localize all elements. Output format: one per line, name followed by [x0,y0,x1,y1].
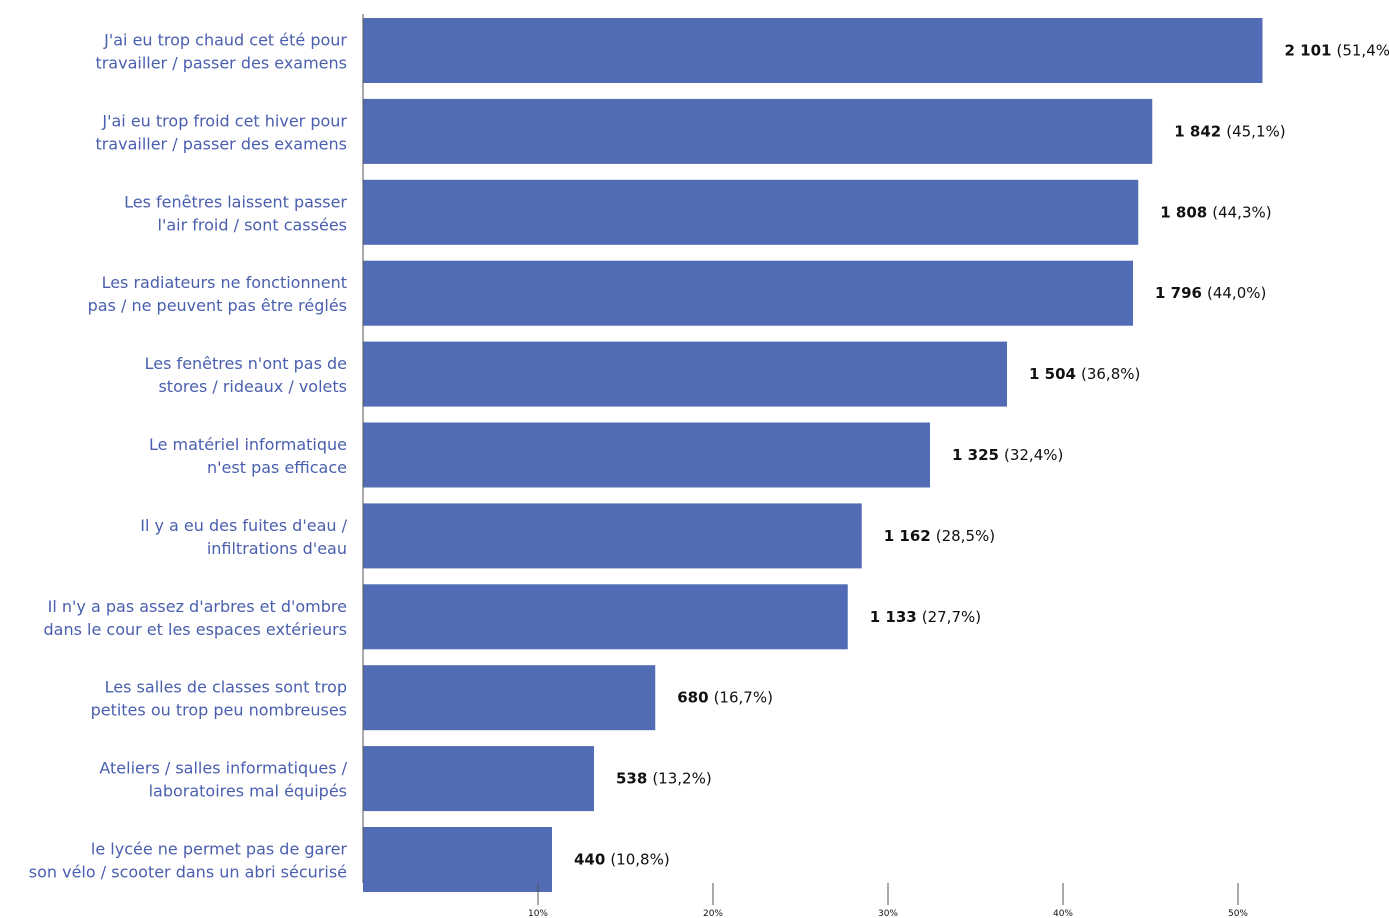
value-label: 2 101(51,4%) [1285,42,1389,60]
category-label: le lycée ne permet pas de garer son vélo … [29,840,348,882]
percent-label: (44,3%) [1212,203,1271,221]
category-label: Il n'y a pas assez d'arbres et d'ombre da… [44,597,347,639]
category-label-line: Les radiateurs ne fonctionnent [102,273,347,292]
axes-group: 10% 20% 30% 40% 50% [362,14,1248,918]
category-label-line: travailler / passer des examens [95,54,347,73]
bar [363,584,848,650]
category-label: Ateliers / salles informatiques / laborat… [99,759,347,801]
bar [363,18,1263,83]
category-label-line: Le matériel informatique [149,435,347,454]
category-label-line: stores / rideaux / volets [158,377,347,396]
value-label: 1 504 (36,8%) [1029,365,1140,383]
x-tick-label: 30% [878,909,898,918]
percent-label: (10,8%) [610,851,669,869]
category-label-line: petites ou trop peu nombreuses [91,701,347,720]
value-label: 1 162 (28,5%) [884,527,995,545]
x-tick-label: 20% [703,909,723,918]
percent-label: (28,5%) [936,527,995,545]
bar [363,422,930,488]
count-label: 1 133 [870,608,917,626]
category-label: Les fenêtres n'ont pas de stores / rideau… [145,354,347,396]
percent-label: (51,4%) [1336,42,1389,60]
count-label: 2 101 [1285,42,1332,60]
value-label: 1 842 (45,1%) [1174,122,1285,140]
category-label-line: pas / ne peuvent pas être réglés [88,296,347,315]
count-label: 1 325 [952,446,999,464]
x-tick-label: 50% [1228,909,1248,918]
category-label: Les fenêtres laissent passer l'air froid … [124,192,347,234]
category-label-line: J'ai eu trop froid cet hiver pour [101,111,347,130]
count-label: 1 796 [1155,284,1202,302]
category-label: J'ai eu trop chaud cet été pour travaille… [95,31,347,73]
category-label-line: Il n'y a pas assez d'arbres et d'ombre [48,597,347,616]
percent-label: (36,8%) [1081,365,1140,383]
category-label: Les radiateurs ne fonctionnent pas / ne p… [88,273,347,315]
category-label-line: infiltrations d'eau [207,539,347,558]
percent-label: (32,4%) [1004,446,1063,464]
count-label: 1 504 [1029,365,1076,383]
percent-label: (16,7%) [714,689,773,707]
category-label: Le matériel informatique n'est pas effica… [149,435,347,477]
value-label: 440 (10,8%) [574,851,670,869]
category-label-line: J'ai eu trop chaud cet été pour [103,31,347,50]
value-label: 680 (16,7%) [677,689,773,707]
bar [363,746,594,812]
category-label: Les salles de classes sont trop petites o… [91,678,347,720]
count-label: 680 [677,689,708,707]
x-tick-label: 40% [1053,909,1073,918]
bar [363,665,656,731]
category-label-line: n'est pas efficace [207,458,347,477]
bar [363,827,552,892]
category-label-line: laboratoires mal équipés [149,782,347,801]
bar [363,341,1007,407]
percent-label: (44,0%) [1207,284,1266,302]
value-label: 1 808 (44,3%) [1160,203,1271,221]
category-label-line: Les fenêtres n'ont pas de [145,354,347,373]
category-label-line: Les salles de classes sont trop [105,678,347,697]
x-tick-label: 10% [528,909,548,918]
category-label-line: travailler / passer des examens [95,134,347,153]
count-label: 1 162 [884,527,931,545]
value-label: 1 325 (32,4%) [952,446,1063,464]
count-label: 538 [616,770,647,788]
value-label: 1 796 (44,0%) [1155,284,1266,302]
percent-label: (27,7%) [922,608,981,626]
category-label-line: son vélo / scooter dans un abri sécurisé [29,863,347,882]
category-label-line: Les fenêtres laissent passer [124,192,347,211]
percent-label: (13,2%) [652,770,711,788]
category-label-line: Il y a eu des fuites d'eau / [140,516,347,535]
bars-group [363,18,1263,892]
value-label: 538 (13,2%) [616,770,712,788]
category-label-line: le lycée ne permet pas de garer [91,840,348,859]
bar [363,503,862,569]
count-label: 440 [574,851,605,869]
count-label: 1 842 [1174,122,1221,140]
category-label-line: dans le cour et les espaces extérieurs [44,620,347,639]
count-label: 1 808 [1160,203,1207,221]
category-label-line: Ateliers / salles informatiques / [99,759,347,778]
bar [363,179,1139,245]
category-label: Il y a eu des fuites d'eau / infiltration… [140,516,347,558]
category-labels-group: J'ai eu trop chaud cet été pour travaille… [29,31,348,882]
percent-label: (45,1%) [1226,122,1285,140]
bar [363,260,1133,326]
bar [363,98,1153,164]
value-label: 1 133 (27,7%) [870,608,981,626]
category-label: J'ai eu trop froid cet hiver pour travail… [95,111,347,153]
category-label-line: l'air froid / sont cassées [158,215,348,234]
value-labels-group: 2 101(51,4%) 1 842 (45,1%) 1 808 (44,3%) 1 79… [574,42,1389,869]
